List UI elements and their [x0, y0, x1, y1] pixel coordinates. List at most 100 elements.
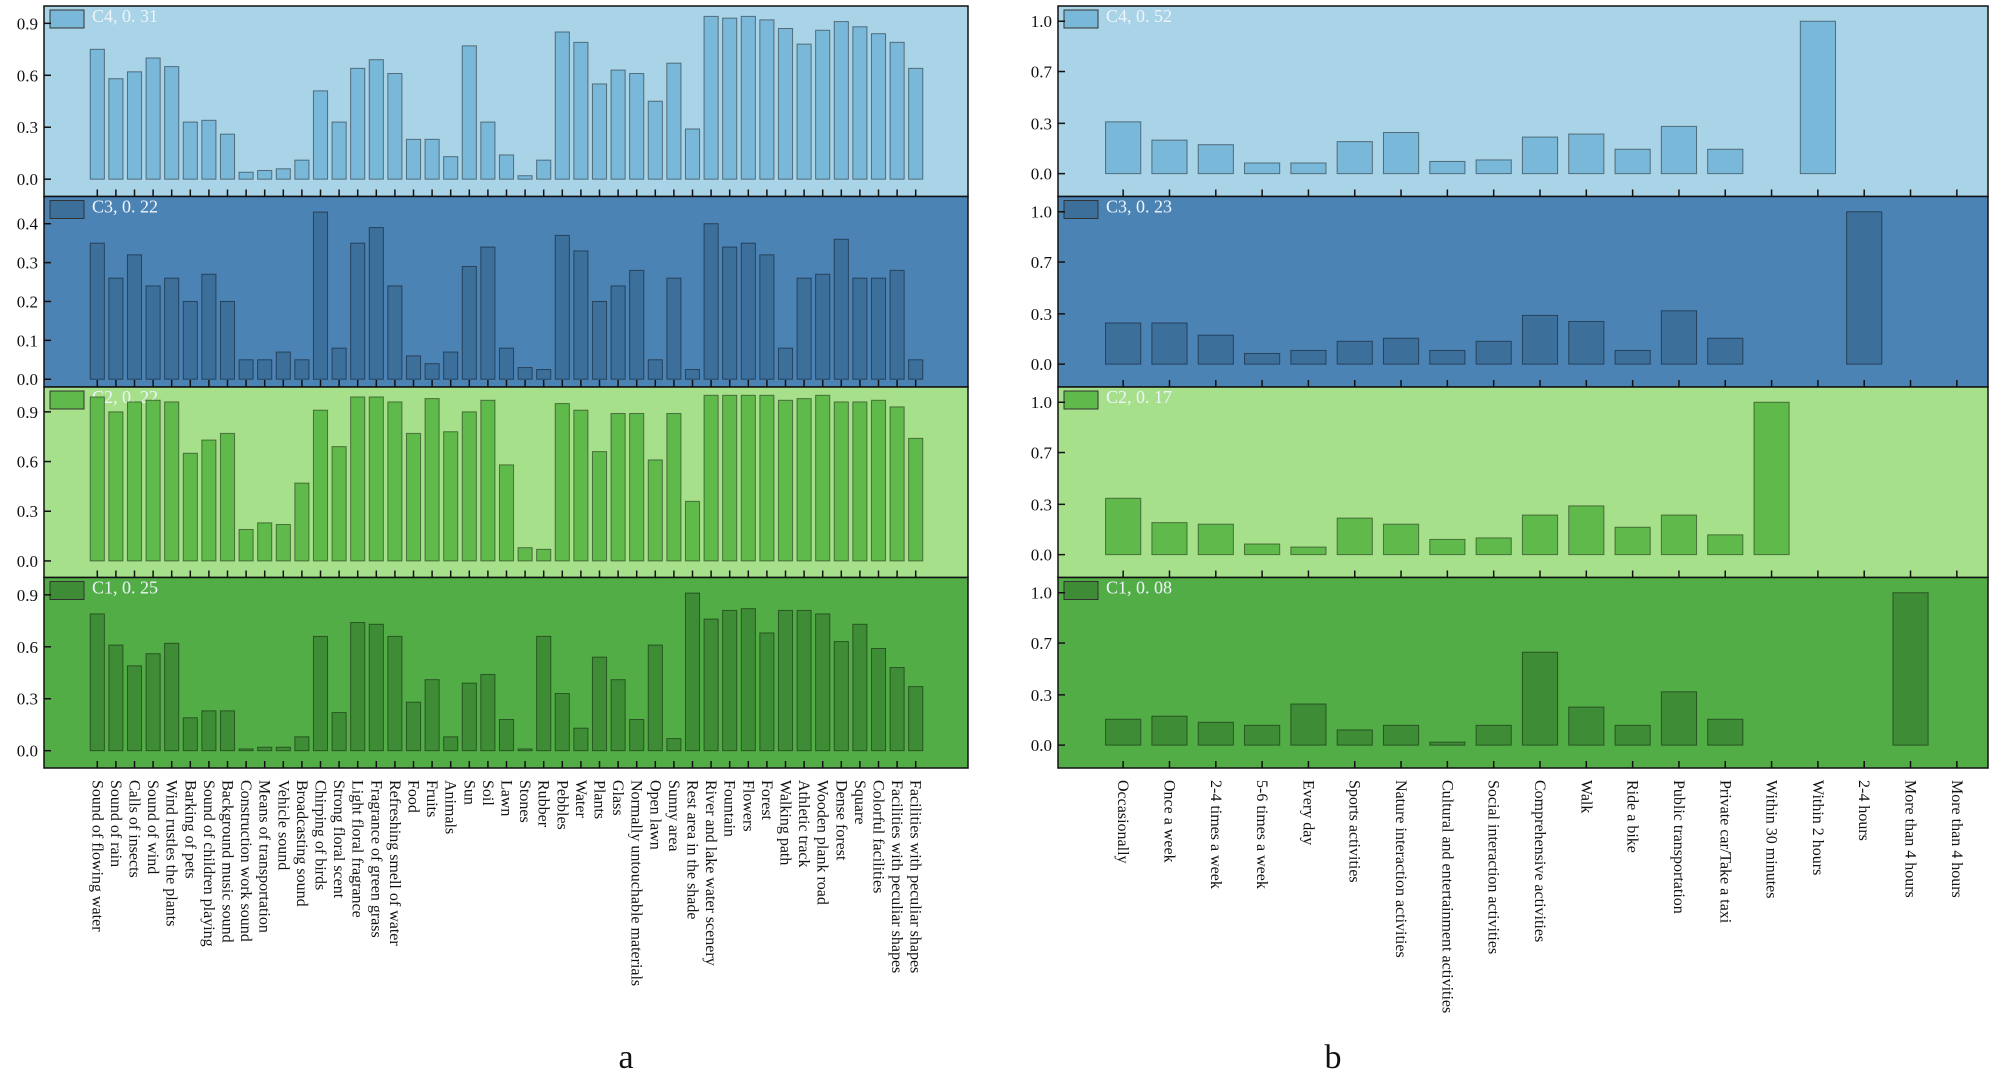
x-tick-label: Occasionally — [1114, 780, 1131, 864]
bar — [350, 396, 366, 562]
x-tick-label: Facilities with peculiar shapes — [907, 780, 924, 973]
bar — [684, 369, 701, 380]
bar — [1197, 334, 1234, 365]
bar — [461, 411, 477, 562]
x-tick-label: Public transportation — [1670, 780, 1687, 914]
y-tick-label: 0.3 — [17, 118, 38, 137]
bar — [591, 300, 608, 380]
x-tick-label: Within 2 hours — [1809, 780, 1826, 875]
x-tick-label: Sound of rain — [107, 780, 124, 867]
bar — [126, 401, 143, 562]
bar — [480, 246, 496, 380]
x-tick-label: Chirping of birds — [312, 780, 329, 890]
y-tick-label: 0.0 — [17, 742, 38, 761]
bar — [610, 413, 626, 562]
bar — [424, 398, 440, 562]
x-tick-label: Ride a bike — [1624, 780, 1641, 853]
bar — [573, 250, 589, 380]
x-tick-label: More than 4 hours — [1948, 780, 1965, 898]
bar — [1660, 514, 1698, 556]
bar — [1475, 340, 1512, 365]
bar — [647, 459, 663, 562]
bar — [108, 644, 124, 752]
bar — [294, 359, 310, 380]
y-tick-label: 1.0 — [1031, 203, 1052, 222]
bar — [275, 746, 291, 752]
bar — [852, 26, 868, 180]
x-tick-label: Pebbles — [553, 780, 570, 830]
bar — [1105, 718, 1142, 746]
x-tick-label: Social interaction activities — [1485, 780, 1502, 954]
bar — [294, 159, 310, 180]
bar — [387, 285, 403, 380]
bar — [1521, 314, 1559, 365]
legend-swatch — [1063, 200, 1099, 219]
y-tick-label: 0.7 — [1031, 63, 1053, 82]
bar — [1382, 724, 1420, 746]
bar — [201, 439, 217, 562]
legend-swatch — [1063, 9, 1099, 29]
bar — [312, 211, 329, 380]
y-tick-label: 1.0 — [1031, 584, 1052, 603]
x-tick-label: Fruits — [423, 780, 440, 817]
bar — [1105, 322, 1142, 365]
x-tick-label: Rest area in the shade — [684, 780, 701, 920]
bar — [1382, 337, 1420, 365]
bar — [591, 451, 608, 562]
bar — [480, 121, 496, 180]
bar — [610, 679, 626, 752]
x-tick-label: Refreshing smell of water — [386, 780, 403, 946]
bar — [1336, 141, 1373, 175]
bar — [815, 394, 831, 562]
bar — [684, 128, 701, 180]
bar — [666, 413, 682, 562]
y-tick-label: 0.3 — [17, 502, 38, 521]
bar — [350, 242, 366, 380]
bar — [126, 71, 143, 180]
bar — [201, 273, 217, 380]
bar — [1568, 133, 1605, 175]
x-tick-label: Sun — [460, 780, 477, 805]
bar — [796, 277, 812, 380]
bar — [89, 613, 105, 752]
bar — [908, 359, 924, 380]
x-tick-label: 2-4 times a week — [1207, 780, 1224, 889]
bar — [740, 394, 756, 562]
bar — [238, 528, 254, 562]
bar — [238, 171, 254, 180]
x-tick-label: Square — [851, 780, 868, 824]
bar — [219, 432, 236, 562]
bar — [368, 227, 384, 380]
legend-label: C1, 0. 25 — [92, 578, 158, 598]
x-tick-label: Food — [405, 780, 422, 813]
bar — [722, 609, 738, 752]
bar — [331, 446, 347, 562]
bar — [870, 399, 887, 562]
bar — [629, 719, 645, 752]
bar — [573, 409, 589, 562]
x-tick-label: Fountain — [721, 780, 738, 837]
bar — [703, 223, 719, 380]
bar — [164, 642, 180, 752]
x-tick-label: Sound of flowing water — [88, 780, 105, 932]
x-tick-label: Sunny area — [665, 780, 682, 852]
bar — [275, 523, 291, 562]
x-tick-label: Stones — [516, 780, 533, 823]
bar — [405, 701, 422, 752]
y-tick-label: 0.4 — [17, 215, 39, 234]
x-tick-label: Normally untouchable materials — [628, 780, 645, 986]
bar — [517, 748, 533, 752]
y-tick-label: 0.7 — [1031, 253, 1053, 272]
bar — [629, 73, 645, 180]
bar — [443, 736, 459, 752]
bar — [1429, 349, 1466, 365]
bar — [312, 635, 329, 752]
y-tick-label: 0.9 — [17, 586, 38, 605]
x-tick-label: Barking of pets — [181, 780, 198, 879]
bar — [647, 100, 663, 180]
legend-swatch — [49, 200, 85, 219]
bar — [1892, 592, 1929, 746]
y-tick-label: 0.0 — [1031, 165, 1052, 184]
bar — [1197, 144, 1234, 175]
bar — [368, 396, 384, 562]
